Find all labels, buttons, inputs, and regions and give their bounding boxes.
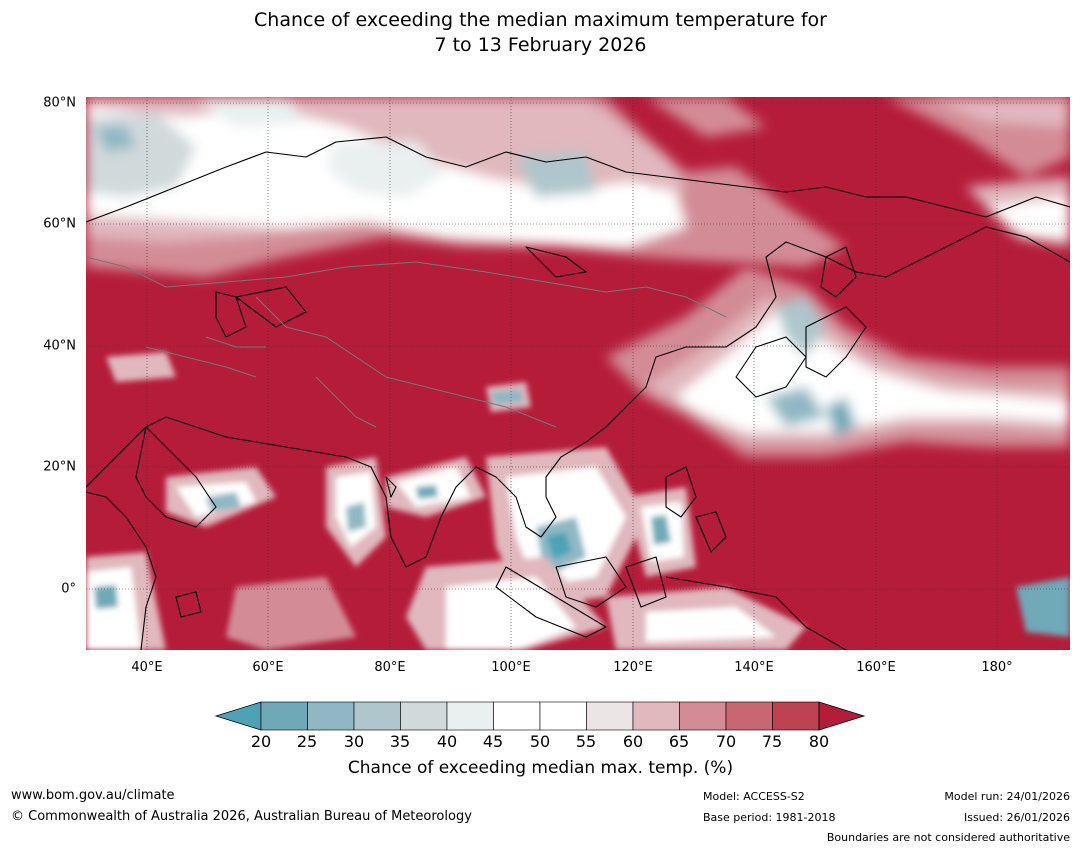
model-run-text: Model run: 24/01/2026 bbox=[944, 790, 1070, 803]
colorbar-segment bbox=[260, 701, 308, 731]
cb-tick-70: 70 bbox=[715, 732, 737, 751]
lat-label-20n: 20°N bbox=[43, 459, 76, 475]
colorbar-label: Chance of exceeding median max. temp. (%… bbox=[347, 758, 734, 778]
cb-tick-45: 45 bbox=[482, 732, 504, 751]
lon-label-180: 180° bbox=[981, 660, 1013, 675]
colorbar-segment bbox=[539, 701, 587, 731]
colorbar-extend-high bbox=[818, 701, 866, 731]
cb-tick-40: 40 bbox=[436, 732, 458, 751]
northern-probability-field bbox=[86, 97, 1070, 277]
country-borders bbox=[86, 256, 727, 428]
lon-label-160e: 160°E bbox=[856, 660, 896, 675]
title-line-2: 7 to 13 February 2026 bbox=[434, 34, 647, 56]
cb-tick-60: 60 bbox=[622, 732, 644, 751]
title-line-1: Chance of exceeding the median maximum t… bbox=[254, 9, 827, 31]
map-title: Chance of exceeding the median maximum t… bbox=[0, 8, 1081, 58]
colorbar-segment bbox=[772, 701, 820, 731]
cb-tick-20: 20 bbox=[250, 732, 272, 751]
lon-label-140e: 140°E bbox=[734, 660, 774, 675]
probability-map bbox=[86, 97, 1070, 650]
cb-tick-25: 25 bbox=[296, 732, 318, 751]
cb-tick-55: 55 bbox=[575, 732, 597, 751]
lat-label-80n: 80°N bbox=[43, 95, 76, 111]
colorbar-segment bbox=[446, 701, 494, 731]
cb-tick-75: 75 bbox=[761, 732, 783, 751]
cb-tick-35: 35 bbox=[389, 732, 411, 751]
cb-tick-65: 65 bbox=[668, 732, 690, 751]
cb-tick-50: 50 bbox=[529, 732, 551, 751]
lon-label-40e: 40°E bbox=[131, 660, 163, 675]
colorbar-segment bbox=[307, 701, 355, 731]
lon-label-60e: 60°E bbox=[252, 660, 284, 675]
graticule bbox=[86, 97, 1070, 650]
pacific-probability-field bbox=[606, 267, 1070, 457]
colorbar-segment bbox=[353, 701, 401, 731]
lat-label-0: 0° bbox=[61, 581, 76, 597]
tropical-probability-field bbox=[86, 187, 1070, 650]
boundaries-note: Boundaries are not considered authoritat… bbox=[826, 831, 1070, 844]
bom-url[interactable]: www.bom.gov.au/climate bbox=[11, 788, 175, 803]
colorbar-segment bbox=[725, 701, 773, 731]
cb-tick-80: 80 bbox=[808, 732, 830, 751]
colorbar-segment bbox=[493, 701, 541, 731]
map-graphic bbox=[86, 97, 1070, 650]
coastlines bbox=[86, 136, 1070, 650]
colorbar-segment bbox=[400, 701, 448, 731]
colorbar-segment bbox=[679, 701, 727, 731]
base-period-text: Base period: 1981-2018 bbox=[703, 811, 836, 824]
lon-label-120e: 120°E bbox=[613, 660, 653, 675]
model-text: Model: ACCESS-S2 bbox=[703, 790, 805, 803]
lat-label-60n: 60°N bbox=[43, 216, 76, 232]
copyright-text: © Commonwealth of Australia 2026, Austra… bbox=[11, 809, 472, 824]
lon-label-80e: 80°E bbox=[374, 660, 406, 675]
colorbar-segment bbox=[632, 701, 680, 731]
cb-tick-30: 30 bbox=[343, 732, 365, 751]
lon-label-100e: 100°E bbox=[491, 660, 531, 675]
lat-label-40n: 40°N bbox=[43, 338, 76, 354]
issued-text: Issued: 26/01/2026 bbox=[963, 811, 1070, 824]
colorbar-extend-low bbox=[214, 701, 262, 731]
colorbar-segment bbox=[586, 701, 634, 731]
